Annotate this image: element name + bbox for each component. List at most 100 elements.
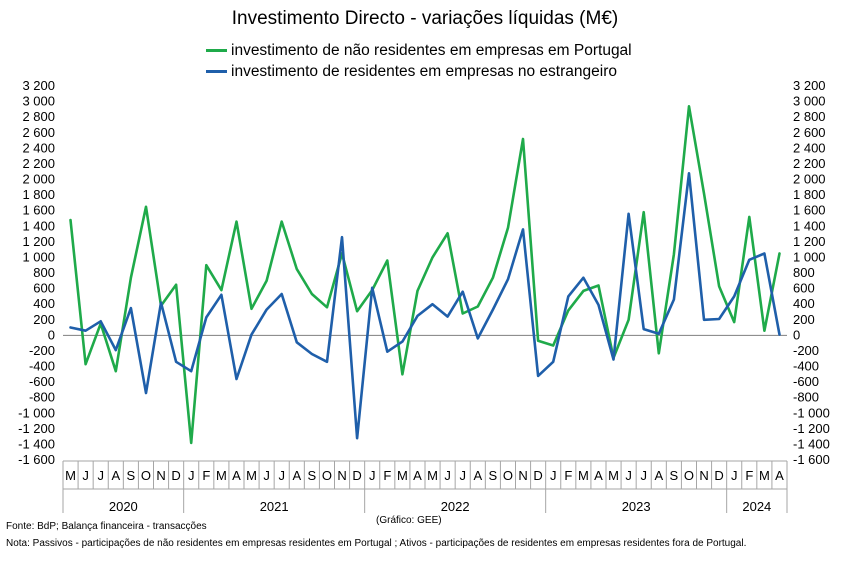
y-tick-label-left: -600: [29, 374, 55, 389]
x-month-label: F: [383, 468, 391, 483]
y-tick-label-left: 1 200: [22, 234, 55, 249]
y-tick-label-right: 1 800: [793, 187, 826, 202]
y-tick-label-right: -600: [793, 374, 819, 389]
x-month-label: N: [337, 468, 346, 483]
x-year-label: 2024: [742, 499, 771, 514]
x-month-label: O: [141, 468, 151, 483]
x-month-label: D: [714, 468, 723, 483]
x-month-label: J: [278, 468, 285, 483]
x-month-label: J: [369, 468, 376, 483]
y-tick-label-right: 1 600: [793, 203, 826, 218]
y-tick-label-left: 1 800: [22, 187, 55, 202]
x-month-label: S: [489, 468, 498, 483]
y-tick-label-left: 1 000: [22, 249, 55, 264]
x-month-label: M: [65, 468, 76, 483]
y-tick-label-right: 1 000: [793, 249, 826, 264]
x-month-label: A: [775, 468, 784, 483]
legend-entry-nonresidents: investimento de não residentes em empres…: [206, 40, 632, 61]
x-month-label: D: [171, 468, 180, 483]
x-month-label: J: [263, 468, 270, 483]
x-year-label: 2020: [109, 499, 138, 514]
y-tick-label-left: -200: [29, 343, 55, 358]
y-tick-label-left: 2 000: [22, 172, 55, 187]
x-month-label: F: [202, 468, 210, 483]
legend-swatch-green: [206, 49, 227, 52]
y-tick-label-right: -1 200: [793, 421, 830, 436]
x-month-label: S: [127, 468, 136, 483]
y-tick-label-left: 400: [33, 296, 55, 311]
y-tick-label-right: -1 600: [793, 452, 830, 467]
y-tick-label-right: -1 000: [793, 405, 830, 420]
y-tick-label-left: 1 400: [22, 218, 55, 233]
y-tick-label-left: -800: [29, 390, 55, 405]
y-tick-label-left: 3 000: [22, 94, 55, 109]
y-tick-label-right: 200: [793, 312, 815, 327]
y-tick-label-left: 3 200: [22, 78, 55, 93]
y-tick-label-right: 3 200: [793, 78, 826, 93]
y-tick-label-right: 3 000: [793, 94, 826, 109]
x-month-label: J: [444, 468, 451, 483]
x-year-label: 2021: [260, 499, 289, 514]
chart-title: Investimento Directo - variações líquida…: [231, 8, 619, 29]
x-month-label: J: [82, 468, 89, 483]
y-tick-label-left: 1 600: [22, 203, 55, 218]
x-month-label: J: [550, 468, 557, 483]
y-tick-label-left: 800: [33, 265, 55, 280]
x-month-label: A: [594, 468, 603, 483]
legend-swatch-blue: [206, 70, 227, 73]
x-month-label: A: [292, 468, 301, 483]
y-tick-label-left: 2 600: [22, 125, 55, 140]
y-tick-label-right: 2 000: [793, 172, 826, 187]
y-tick-label-right: 400: [793, 296, 815, 311]
x-month-label: M: [397, 468, 408, 483]
series-line-nonresidents: [69, 105, 781, 445]
legend-entry-residents: investimento de residentes em empresas n…: [206, 61, 632, 82]
y-tick-label-left: 2 800: [22, 109, 55, 124]
y-tick-label-right: 2 600: [793, 125, 826, 140]
x-month-label: J: [625, 468, 632, 483]
x-month-label: J: [188, 468, 195, 483]
y-tick-label-left: 0: [48, 327, 55, 342]
x-month-label: M: [578, 468, 589, 483]
x-month-label: O: [684, 468, 694, 483]
x-month-label: O: [503, 468, 513, 483]
y-tick-label-right: -400: [793, 359, 819, 374]
x-month-label: N: [518, 468, 527, 483]
y-tick-label-right: 2 200: [793, 156, 826, 171]
y-tick-label-right: -200: [793, 343, 819, 358]
x-month-label: M: [759, 468, 770, 483]
y-tick-label-right: 600: [793, 281, 815, 296]
y-tick-label-right: 2 400: [793, 140, 826, 155]
x-month-label: A: [232, 468, 241, 483]
y-tick-label-right: 0: [793, 327, 800, 342]
x-month-label: A: [413, 468, 422, 483]
y-tick-label-left: -1 600: [18, 452, 55, 467]
x-month-label: J: [640, 468, 647, 483]
chart-credit: (Gráfico: GEE): [376, 515, 442, 526]
x-year-label: 2023: [622, 499, 651, 514]
y-tick-label-left: 600: [33, 281, 55, 296]
legend-label-residents: investimento de residentes em empresas n…: [231, 63, 617, 80]
x-month-label: O: [322, 468, 332, 483]
x-month-label: D: [533, 468, 542, 483]
x-month-label: F: [564, 468, 572, 483]
y-tick-label-left: -400: [29, 359, 55, 374]
source-note: Fonte: BdP; Balança financeira - transac…: [6, 521, 207, 532]
footnote: Nota: Passivos - participações de não re…: [6, 538, 747, 549]
y-tick-label-right: 2 800: [793, 109, 826, 124]
y-tick-label-left: -1 000: [18, 405, 55, 420]
line-chart: -1 600 -1 600-1 400 -1 400-1 200 -1 200-1 0…: [18, 78, 830, 514]
x-month-label: M: [427, 468, 438, 483]
y-tick-label-right: -800: [793, 390, 819, 405]
y-tick-label-left: -1 200: [18, 421, 55, 436]
legend-label-nonresidents: investimento de não residentes em empres…: [231, 42, 632, 59]
x-month-label: J: [97, 468, 104, 483]
y-tick-label-left: 200: [33, 312, 55, 327]
y-tick-label-right: 800: [793, 265, 815, 280]
x-month-label: M: [216, 468, 227, 483]
x-month-label: A: [473, 468, 482, 483]
x-month-label: A: [654, 468, 663, 483]
x-month-label: A: [111, 468, 120, 483]
y-tick-label-left: 2 200: [22, 156, 55, 171]
y-tick-label-right: -1 400: [793, 436, 830, 451]
